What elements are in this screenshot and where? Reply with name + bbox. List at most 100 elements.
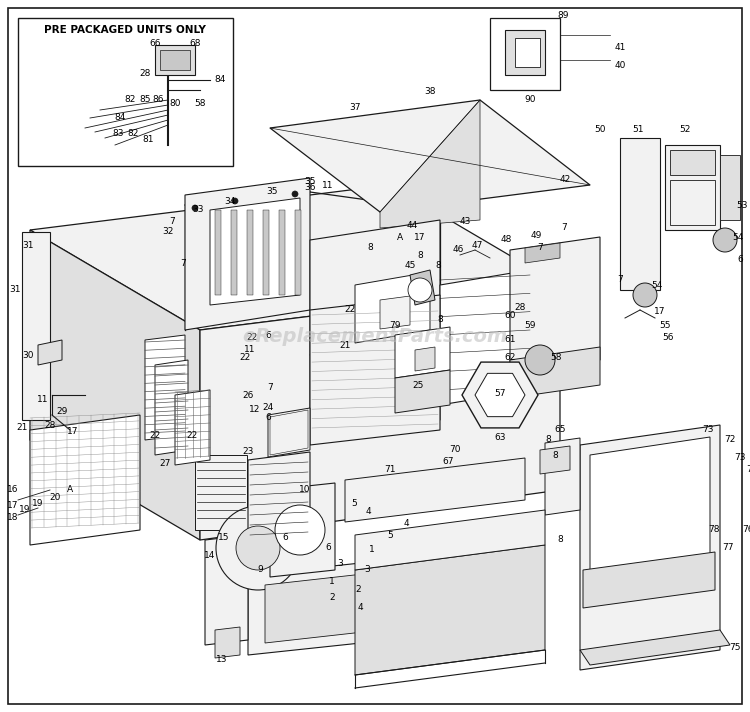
Text: 8: 8 — [545, 436, 550, 444]
Polygon shape — [355, 510, 545, 570]
Text: 7: 7 — [267, 382, 273, 392]
Text: 5: 5 — [351, 498, 357, 508]
Text: 66: 66 — [149, 38, 160, 48]
Text: 44: 44 — [406, 221, 418, 229]
Text: 25: 25 — [413, 380, 424, 389]
Text: 22: 22 — [246, 333, 258, 342]
Text: 23: 23 — [242, 448, 254, 456]
Text: 84: 84 — [214, 75, 226, 85]
Text: 31: 31 — [22, 241, 34, 249]
Text: 79: 79 — [389, 320, 400, 330]
Polygon shape — [505, 30, 545, 75]
Polygon shape — [580, 425, 720, 670]
Polygon shape — [155, 360, 188, 455]
Circle shape — [192, 205, 198, 211]
Text: 11: 11 — [322, 181, 334, 189]
Text: 56: 56 — [662, 333, 674, 342]
Text: 82: 82 — [124, 95, 136, 105]
Text: 7: 7 — [617, 276, 622, 285]
Text: 41: 41 — [614, 43, 626, 53]
Polygon shape — [720, 155, 740, 220]
Text: 8: 8 — [368, 244, 373, 253]
Polygon shape — [155, 45, 195, 75]
Text: PRE PACKAGED UNITS ONLY: PRE PACKAGED UNITS ONLY — [44, 25, 206, 35]
Polygon shape — [545, 438, 580, 515]
Text: 12: 12 — [249, 406, 261, 414]
Text: 7: 7 — [561, 224, 567, 233]
Polygon shape — [590, 437, 710, 583]
Text: 4: 4 — [357, 604, 363, 612]
Text: 5: 5 — [387, 530, 393, 540]
Text: 4: 4 — [404, 518, 409, 528]
Polygon shape — [185, 178, 310, 330]
Text: 83: 83 — [112, 128, 124, 137]
Polygon shape — [295, 210, 301, 295]
Polygon shape — [510, 237, 600, 373]
Polygon shape — [415, 347, 435, 371]
Polygon shape — [410, 270, 435, 305]
Text: 67: 67 — [442, 458, 454, 466]
Text: 7: 7 — [180, 258, 186, 268]
Polygon shape — [620, 138, 660, 290]
Text: 7: 7 — [537, 244, 543, 253]
Polygon shape — [215, 627, 240, 658]
Text: 80: 80 — [170, 98, 181, 108]
Text: 22: 22 — [344, 305, 355, 315]
Polygon shape — [210, 198, 300, 305]
Text: 70: 70 — [449, 446, 460, 454]
Text: 59: 59 — [524, 320, 536, 330]
Text: 21: 21 — [339, 340, 351, 350]
Text: 73: 73 — [734, 454, 746, 463]
Polygon shape — [160, 50, 190, 70]
Polygon shape — [380, 296, 410, 329]
Polygon shape — [263, 210, 269, 295]
Text: 51: 51 — [632, 125, 644, 135]
Bar — [18, 18, 233, 166]
Text: 58: 58 — [194, 98, 206, 108]
Text: eReplacementParts.com: eReplacementParts.com — [242, 327, 508, 345]
Text: 6: 6 — [326, 543, 331, 553]
Text: 48: 48 — [500, 236, 512, 244]
Text: 6: 6 — [266, 414, 271, 422]
Text: 71: 71 — [384, 466, 396, 474]
Text: 20: 20 — [50, 493, 61, 503]
Text: 77: 77 — [722, 543, 734, 553]
Polygon shape — [540, 446, 570, 474]
Circle shape — [633, 283, 657, 307]
Polygon shape — [670, 150, 715, 175]
Polygon shape — [580, 630, 730, 665]
Text: 17: 17 — [414, 234, 426, 243]
Text: 4: 4 — [365, 508, 370, 516]
Text: 55: 55 — [659, 320, 670, 330]
Polygon shape — [247, 210, 253, 295]
Text: 6: 6 — [737, 256, 742, 264]
Polygon shape — [231, 210, 237, 295]
Text: 28: 28 — [140, 68, 151, 78]
Text: 28: 28 — [44, 421, 56, 429]
Text: 31: 31 — [9, 286, 21, 295]
Text: 9: 9 — [257, 565, 262, 575]
Polygon shape — [310, 335, 440, 440]
Text: 17: 17 — [654, 308, 666, 317]
Text: 29: 29 — [56, 407, 68, 417]
Text: 81: 81 — [142, 135, 154, 145]
Circle shape — [236, 526, 280, 570]
Text: 6: 6 — [266, 330, 271, 340]
Text: 32: 32 — [162, 228, 174, 236]
Polygon shape — [490, 18, 560, 90]
Polygon shape — [395, 327, 450, 378]
Text: A: A — [397, 233, 403, 241]
Text: 33: 33 — [192, 206, 204, 214]
Text: 53: 53 — [736, 201, 748, 209]
Text: 13: 13 — [216, 656, 228, 664]
Text: 19: 19 — [20, 506, 31, 515]
Text: 8: 8 — [437, 315, 442, 325]
Text: 8: 8 — [552, 451, 558, 459]
Text: 22: 22 — [239, 353, 250, 362]
Polygon shape — [30, 185, 560, 330]
Polygon shape — [279, 210, 285, 295]
Polygon shape — [525, 243, 560, 263]
Circle shape — [713, 228, 737, 252]
Text: 17: 17 — [8, 501, 19, 510]
Text: 30: 30 — [22, 350, 34, 360]
